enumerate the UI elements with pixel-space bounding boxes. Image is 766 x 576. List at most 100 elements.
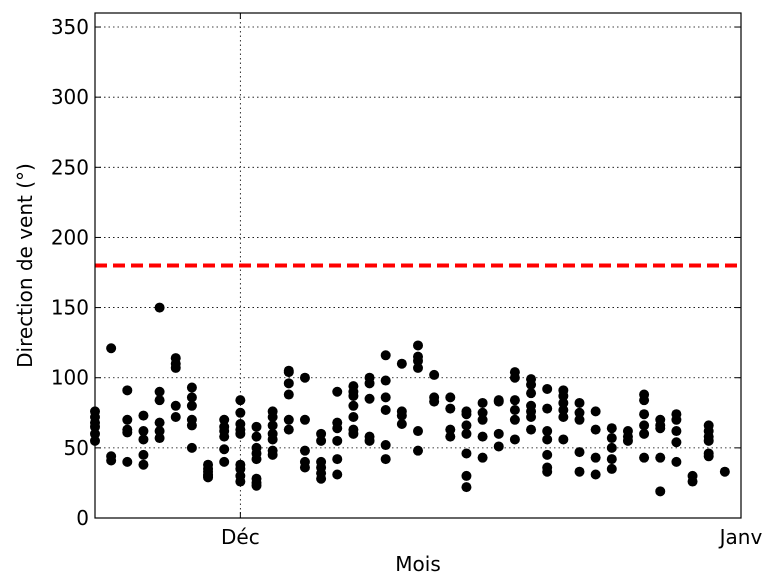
axis-ticks: 0 50 100 150 200 250 300 350 Déc Janv — [51, 13, 762, 549]
data-point — [461, 409, 472, 420]
data-point — [477, 397, 488, 408]
data-point — [251, 454, 262, 465]
data-point — [380, 375, 391, 386]
data-point — [219, 456, 230, 467]
data-point — [186, 400, 197, 411]
data-point — [413, 355, 423, 366]
data-point — [235, 428, 246, 439]
y-tick-label: 250 — [51, 155, 89, 179]
data-point — [509, 372, 520, 383]
data-point — [526, 388, 537, 399]
data-point — [235, 395, 246, 406]
data-point — [622, 435, 633, 446]
data-point — [396, 410, 407, 421]
data-point — [154, 395, 165, 406]
data-point — [364, 435, 375, 446]
data-point — [122, 427, 133, 438]
data-point — [251, 431, 262, 442]
data-point — [542, 383, 553, 394]
data-point — [106, 343, 117, 354]
data-point — [429, 369, 440, 380]
data-point — [186, 420, 197, 431]
data-point — [219, 414, 230, 425]
data-point — [461, 428, 472, 439]
data-point — [138, 434, 149, 445]
data-point — [364, 378, 375, 389]
data-point — [703, 451, 714, 462]
data-point — [170, 400, 181, 411]
data-point — [493, 441, 504, 452]
data-point — [299, 372, 310, 383]
data-point — [122, 385, 133, 396]
y-tick-label: 50 — [64, 436, 89, 460]
data-point — [106, 455, 117, 466]
data-point — [493, 428, 504, 439]
data-point — [509, 395, 520, 406]
data-point — [639, 395, 650, 406]
data-point — [332, 454, 343, 465]
data-point — [639, 452, 650, 463]
data-point — [542, 434, 553, 445]
data-point — [429, 396, 440, 407]
data-point — [316, 435, 327, 446]
data-point — [316, 473, 327, 484]
y-tick-label: 150 — [51, 296, 89, 320]
data-point — [639, 409, 650, 420]
data-point — [445, 392, 456, 403]
data-point — [219, 431, 230, 442]
data-point — [219, 444, 230, 455]
y-tick-label: 300 — [51, 85, 89, 109]
data-point — [542, 466, 553, 477]
data-point — [380, 404, 391, 415]
data-point — [316, 428, 327, 439]
data-point — [203, 472, 214, 483]
data-point — [251, 421, 262, 432]
data-point — [671, 456, 682, 467]
data-point — [445, 431, 456, 442]
data-point — [413, 340, 423, 351]
data-point — [687, 476, 698, 487]
y-axis-label: Direction de vent (°) — [13, 163, 37, 368]
data-point — [154, 302, 165, 313]
data-point — [655, 452, 666, 463]
y-tick-label: 0 — [76, 506, 89, 530]
data-point — [574, 447, 585, 458]
data-point — [267, 434, 278, 445]
data-point — [332, 469, 343, 480]
data-point — [364, 393, 375, 404]
data-point — [671, 437, 682, 448]
data-point — [283, 367, 294, 378]
data-point — [703, 435, 714, 446]
data-point — [671, 414, 682, 425]
data-point — [509, 434, 520, 445]
data-point — [154, 426, 165, 437]
data-point — [542, 403, 553, 414]
data-point — [380, 350, 391, 361]
data-point — [606, 423, 617, 434]
data-point — [154, 433, 165, 444]
data-point — [477, 431, 488, 442]
data-point — [283, 414, 294, 425]
data-point — [477, 407, 488, 418]
data-point — [332, 386, 343, 397]
data-point — [493, 396, 504, 407]
data-point — [348, 428, 359, 439]
data-point — [170, 412, 181, 422]
data-point — [655, 423, 666, 434]
data-point — [396, 419, 407, 430]
data-point — [477, 414, 488, 425]
data-point — [558, 390, 569, 401]
data-point — [606, 442, 617, 453]
y-tick-label: 350 — [51, 15, 89, 39]
data-point — [348, 400, 359, 411]
data-point — [606, 454, 617, 465]
data-point — [380, 454, 391, 465]
data-point — [283, 424, 294, 435]
data-point — [380, 440, 391, 451]
y-tick-label: 100 — [51, 366, 89, 390]
data-point — [413, 426, 423, 437]
data-point — [186, 392, 197, 403]
data-point — [461, 482, 472, 493]
data-point — [138, 426, 149, 437]
data-point — [283, 378, 294, 389]
